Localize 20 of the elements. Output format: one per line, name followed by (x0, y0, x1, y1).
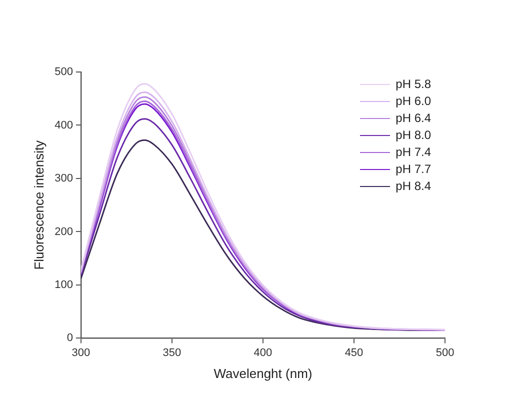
legend-label: pH 8.4 (396, 178, 431, 195)
y-tick-label: 300 (54, 172, 73, 185)
x-axis-title: Wavelenght (nm) (214, 366, 312, 381)
legend-label: pH 8.0 (396, 127, 431, 144)
y-tick-label: 100 (54, 278, 73, 291)
legend-label: pH 5.8 (396, 76, 431, 93)
legend-label: pH 7.7 (396, 161, 431, 178)
y-tick-label: 400 (54, 119, 73, 132)
x-tick-label: 450 (344, 346, 364, 359)
y-tick-label: 500 (54, 66, 73, 78)
legend-label: pH 6.0 (396, 93, 431, 110)
x-tick-label: 500 (436, 346, 454, 359)
legend-label: pH 6.4 (396, 110, 431, 127)
legend-label: pH 7.4 (396, 144, 431, 161)
x-tick-label: 300 (72, 346, 90, 359)
x-tick-label: 400 (254, 346, 272, 359)
x-tick-label: 350 (162, 346, 182, 359)
y-tick-label: 200 (54, 226, 73, 238)
y-tick-label: 0 (66, 332, 73, 344)
y-axis-title: Fluorescence intensity (31, 140, 46, 270)
